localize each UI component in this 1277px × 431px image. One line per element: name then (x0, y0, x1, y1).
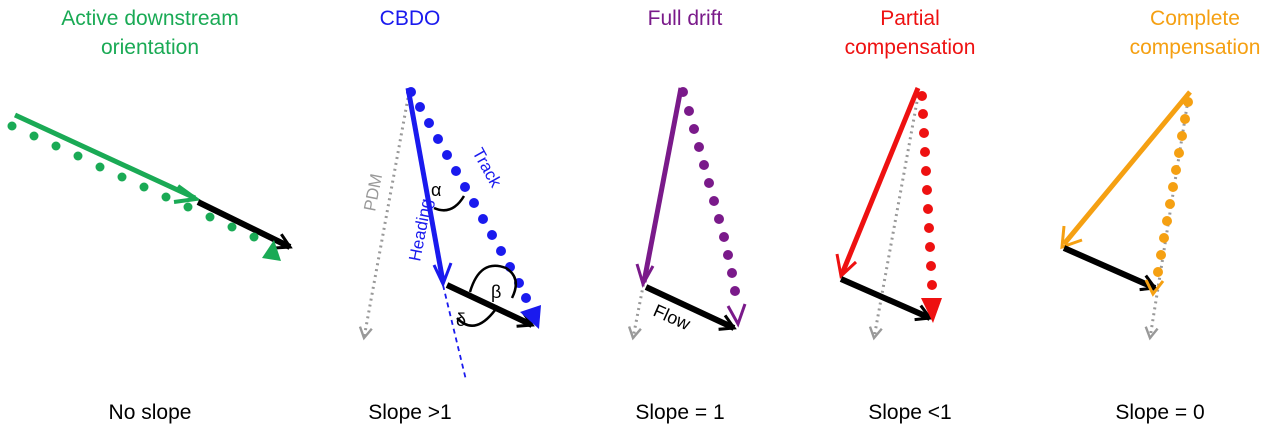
track-arrowhead (262, 240, 281, 261)
heading-arrowhead (432, 262, 453, 288)
flow-vector (644, 284, 737, 331)
panel-title-active-downstream: Active downstream orientation (61, 7, 239, 59)
heading-vector (641, 87, 684, 283)
track-label: Track (469, 145, 506, 191)
panel-title-full-drift: Full drift (647, 7, 723, 30)
heading-vector (13, 112, 197, 201)
track-dots (406, 87, 531, 303)
flow-vector (839, 276, 933, 322)
panel-title-complete-compensation: Complete compensation (1129, 7, 1261, 59)
pdm-vector (358, 97, 410, 341)
track-dots (7, 121, 259, 242)
slope-caption-cbdo: Slope >1 (368, 401, 452, 424)
track-dots (917, 91, 937, 290)
panel-title-cbdo: CBDO (379, 7, 441, 30)
track-arrowhead (520, 305, 541, 329)
heading-arrowhead (1060, 225, 1083, 250)
beta-arc (468, 264, 518, 299)
track-dots (678, 87, 740, 296)
slope-caption-complete-compensation: Slope = 0 (1115, 401, 1205, 424)
delta-label: δ (456, 310, 466, 330)
pdm-vector (627, 95, 682, 341)
panel-full-drift: Flow (627, 87, 747, 341)
alpha-label: α (431, 180, 441, 200)
flow-vector (1062, 245, 1158, 292)
panel-active-downstream (7, 112, 293, 261)
heading-extension-dashed (442, 284, 467, 381)
slope-caption-partial-compensation: Slope <1 (868, 401, 952, 424)
track-arrowhead (726, 303, 747, 328)
panel-complete-compensation (1060, 90, 1193, 341)
heading-vector (839, 87, 921, 275)
track-arrowhead (1144, 279, 1165, 297)
delta-arc (456, 305, 500, 327)
track-dots (1153, 97, 1193, 277)
beta-label: β (491, 282, 501, 302)
heading-arrowhead (835, 253, 858, 279)
panel-partial-compensation (835, 87, 942, 341)
heading-arrowhead (173, 184, 202, 204)
track-arrowhead (921, 298, 942, 323)
flow-vector (445, 282, 535, 328)
slope-caption-active-downstream: No slope (108, 401, 192, 424)
pdm-label: PDM (360, 172, 386, 213)
flow-vector (196, 199, 293, 250)
heading-vector (1062, 90, 1192, 246)
slope-caption-full-drift: Slope = 1 (635, 401, 725, 424)
panel-title-partial-compensation: Partial compensation (844, 7, 976, 59)
alpha-arc (433, 195, 466, 212)
heading-arrowhead (635, 263, 655, 288)
heading-vector (405, 87, 446, 283)
panel-cbdo: PDM Heading Track α β δ (358, 87, 541, 381)
